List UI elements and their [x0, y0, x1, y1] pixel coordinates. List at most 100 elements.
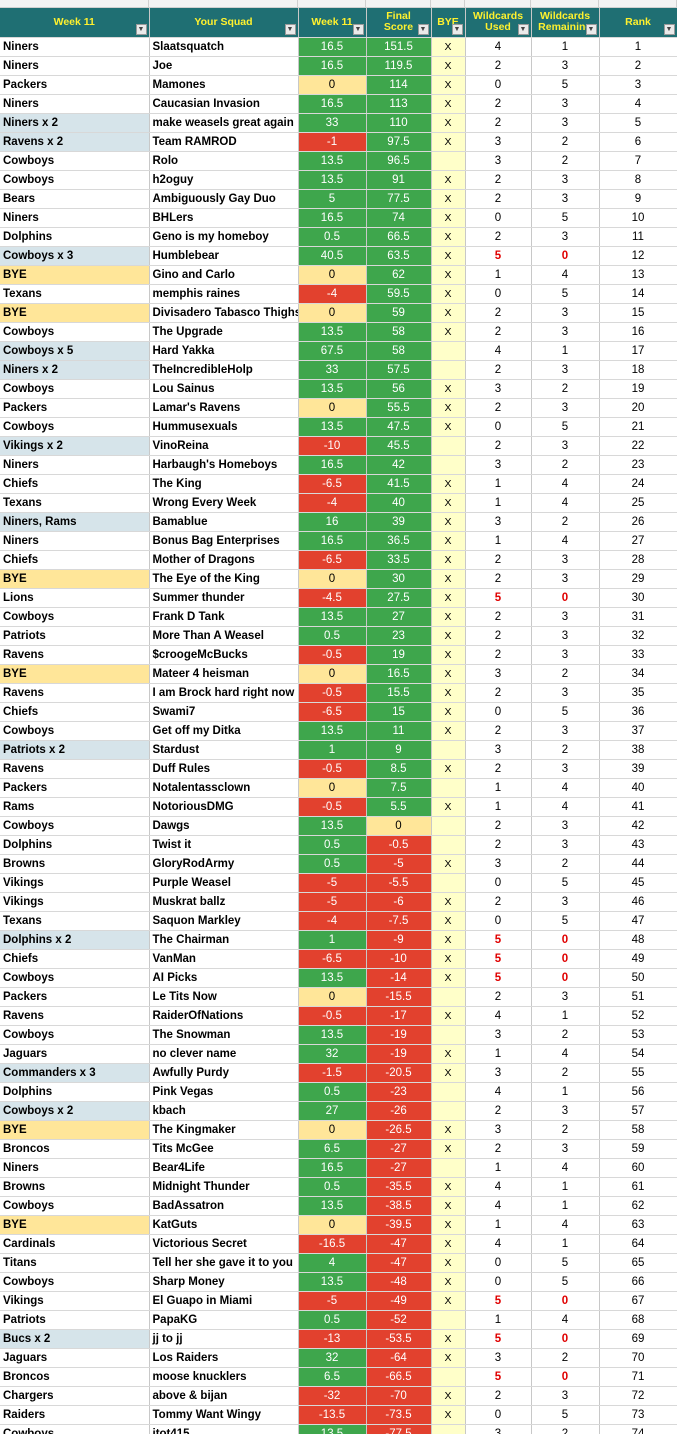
- wildcards-remaining-cell[interactable]: 0: [531, 588, 600, 608]
- final-score-cell[interactable]: 151.5: [366, 37, 432, 57]
- squad-cell[interactable]: PapaKG: [149, 1310, 299, 1330]
- team-cell[interactable]: Cowboys: [0, 816, 150, 836]
- rank-cell[interactable]: 73: [599, 1405, 677, 1425]
- team-cell[interactable]: Niners: [0, 1158, 150, 1178]
- final-score-cell[interactable]: -10: [366, 949, 432, 969]
- team-cell[interactable]: Cowboys: [0, 1424, 150, 1434]
- team-cell[interactable]: Packers: [0, 987, 150, 1007]
- rank-cell[interactable]: 65: [599, 1253, 677, 1273]
- final-score-cell[interactable]: 119.5: [366, 56, 432, 76]
- team-cell[interactable]: Niners: [0, 531, 150, 551]
- rank-cell[interactable]: 36: [599, 702, 677, 722]
- wildcards-remaining-cell[interactable]: 2: [531, 854, 600, 874]
- week-points-cell[interactable]: 0: [298, 398, 367, 418]
- wildcards-remaining-cell[interactable]: 5: [531, 702, 600, 722]
- final-score-cell[interactable]: -26.5: [366, 1120, 432, 1140]
- rank-cell[interactable]: 6: [599, 132, 677, 152]
- week-points-cell[interactable]: -6.5: [298, 474, 367, 494]
- rank-cell[interactable]: 19: [599, 379, 677, 399]
- week-points-cell[interactable]: 6.5: [298, 1367, 367, 1387]
- squad-cell[interactable]: Hard Yakka: [149, 341, 299, 361]
- wildcards-used-cell[interactable]: 5: [465, 1367, 532, 1387]
- bye-cell[interactable]: [431, 1310, 466, 1330]
- bye-cell[interactable]: X: [431, 37, 466, 57]
- final-score-cell[interactable]: 74: [366, 208, 432, 228]
- squad-cell[interactable]: Harbaugh's Homeboys: [149, 455, 299, 475]
- rank-cell[interactable]: 27: [599, 531, 677, 551]
- rank-cell[interactable]: 29: [599, 569, 677, 589]
- squad-cell[interactable]: Awfully Purdy: [149, 1063, 299, 1083]
- team-cell[interactable]: Titans: [0, 1253, 150, 1273]
- squad-cell[interactable]: Joe: [149, 56, 299, 76]
- rank-cell[interactable]: 13: [599, 265, 677, 285]
- week-points-cell[interactable]: 6.5: [298, 1139, 367, 1159]
- bye-cell[interactable]: [431, 151, 466, 171]
- bye-cell[interactable]: X: [431, 113, 466, 133]
- team-cell[interactable]: Dolphins: [0, 835, 150, 855]
- wildcards-used-cell[interactable]: 5: [465, 949, 532, 969]
- squad-cell[interactable]: h2oguy: [149, 170, 299, 190]
- week-points-cell[interactable]: 0.5: [298, 835, 367, 855]
- squad-cell[interactable]: Duff Rules: [149, 759, 299, 779]
- team-cell[interactable]: BYE: [0, 664, 150, 684]
- final-score-cell[interactable]: 113: [366, 94, 432, 114]
- rank-cell[interactable]: 67: [599, 1291, 677, 1311]
- bye-cell[interactable]: X: [431, 1063, 466, 1083]
- bye-cell[interactable]: X: [431, 1272, 466, 1292]
- team-cell[interactable]: Niners: [0, 208, 150, 228]
- week-points-cell[interactable]: 4: [298, 1253, 367, 1273]
- week-points-cell[interactable]: 0: [298, 1215, 367, 1235]
- wildcards-remaining-cell[interactable]: 4: [531, 265, 600, 285]
- squad-cell[interactable]: GloryRodArmy: [149, 854, 299, 874]
- bye-header[interactable]: BYE ▼: [431, 8, 466, 38]
- wildcards-used-cell[interactable]: 4: [465, 1006, 532, 1026]
- wildcards-remaining-cell[interactable]: 4: [531, 778, 600, 798]
- rank-cell[interactable]: 63: [599, 1215, 677, 1235]
- squad-cell[interactable]: Midnight Thunder: [149, 1177, 299, 1197]
- squad-cell[interactable]: Geno is my homeboy: [149, 227, 299, 247]
- team-cell[interactable]: Cowboys: [0, 170, 150, 190]
- wildcards-remaining-cell[interactable]: 3: [531, 721, 600, 741]
- week-points-cell[interactable]: -1.5: [298, 1063, 367, 1083]
- wildcards-remaining-cell[interactable]: 5: [531, 1272, 600, 1292]
- week-points-cell[interactable]: -0.5: [298, 759, 367, 779]
- final-score-cell[interactable]: -64: [366, 1348, 432, 1368]
- bye-cell[interactable]: X: [431, 702, 466, 722]
- rank-cell[interactable]: 39: [599, 759, 677, 779]
- final-score-cell[interactable]: -39.5: [366, 1215, 432, 1235]
- squad-cell[interactable]: kbach: [149, 1101, 299, 1121]
- wildcards-used-cell[interactable]: 2: [465, 1139, 532, 1159]
- week-points-cell[interactable]: 0: [298, 265, 367, 285]
- team-cell[interactable]: Cowboys: [0, 721, 150, 741]
- wildcards-remaining-cell[interactable]: 2: [531, 664, 600, 684]
- wildcards-remaining-cell[interactable]: 5: [531, 75, 600, 95]
- rank-cell[interactable]: 41: [599, 797, 677, 817]
- wildcards-used-cell[interactable]: 2: [465, 398, 532, 418]
- week-points-cell[interactable]: 13.5: [298, 151, 367, 171]
- team-cell[interactable]: Cowboys: [0, 151, 150, 171]
- wildcards-used-cell[interactable]: 0: [465, 1253, 532, 1273]
- final-score-cell[interactable]: -19: [366, 1025, 432, 1045]
- wildcards-remaining-cell[interactable]: 3: [531, 569, 600, 589]
- wildcards-remaining-cell[interactable]: 5: [531, 873, 600, 893]
- wildcards-remaining-cell[interactable]: 1: [531, 1006, 600, 1026]
- week-points-cell[interactable]: 13.5: [298, 1025, 367, 1045]
- week-points-cell[interactable]: 1: [298, 930, 367, 950]
- week-points-cell[interactable]: 1: [298, 740, 367, 760]
- wildcards-used-cell[interactable]: 1: [465, 493, 532, 513]
- rank-cell[interactable]: 45: [599, 873, 677, 893]
- wildcards-remaining-cell[interactable]: 5: [531, 1253, 600, 1273]
- bye-cell[interactable]: X: [431, 588, 466, 608]
- wildcards-remaining-cell[interactable]: 2: [531, 132, 600, 152]
- squad-cell[interactable]: TheIncredibleHolp: [149, 360, 299, 380]
- week-points-cell[interactable]: 0.5: [298, 227, 367, 247]
- week-points-cell[interactable]: -0.5: [298, 797, 367, 817]
- bye-cell[interactable]: X: [431, 968, 466, 988]
- wildcards-remaining-cell[interactable]: 0: [531, 930, 600, 950]
- rank-cell[interactable]: 49: [599, 949, 677, 969]
- final-score-cell[interactable]: 0: [366, 816, 432, 836]
- week-points-cell[interactable]: -0.5: [298, 1006, 367, 1026]
- squad-cell[interactable]: Get off my Ditka: [149, 721, 299, 741]
- bye-cell[interactable]: X: [431, 1291, 466, 1311]
- team-cell[interactable]: Raiders: [0, 1405, 150, 1425]
